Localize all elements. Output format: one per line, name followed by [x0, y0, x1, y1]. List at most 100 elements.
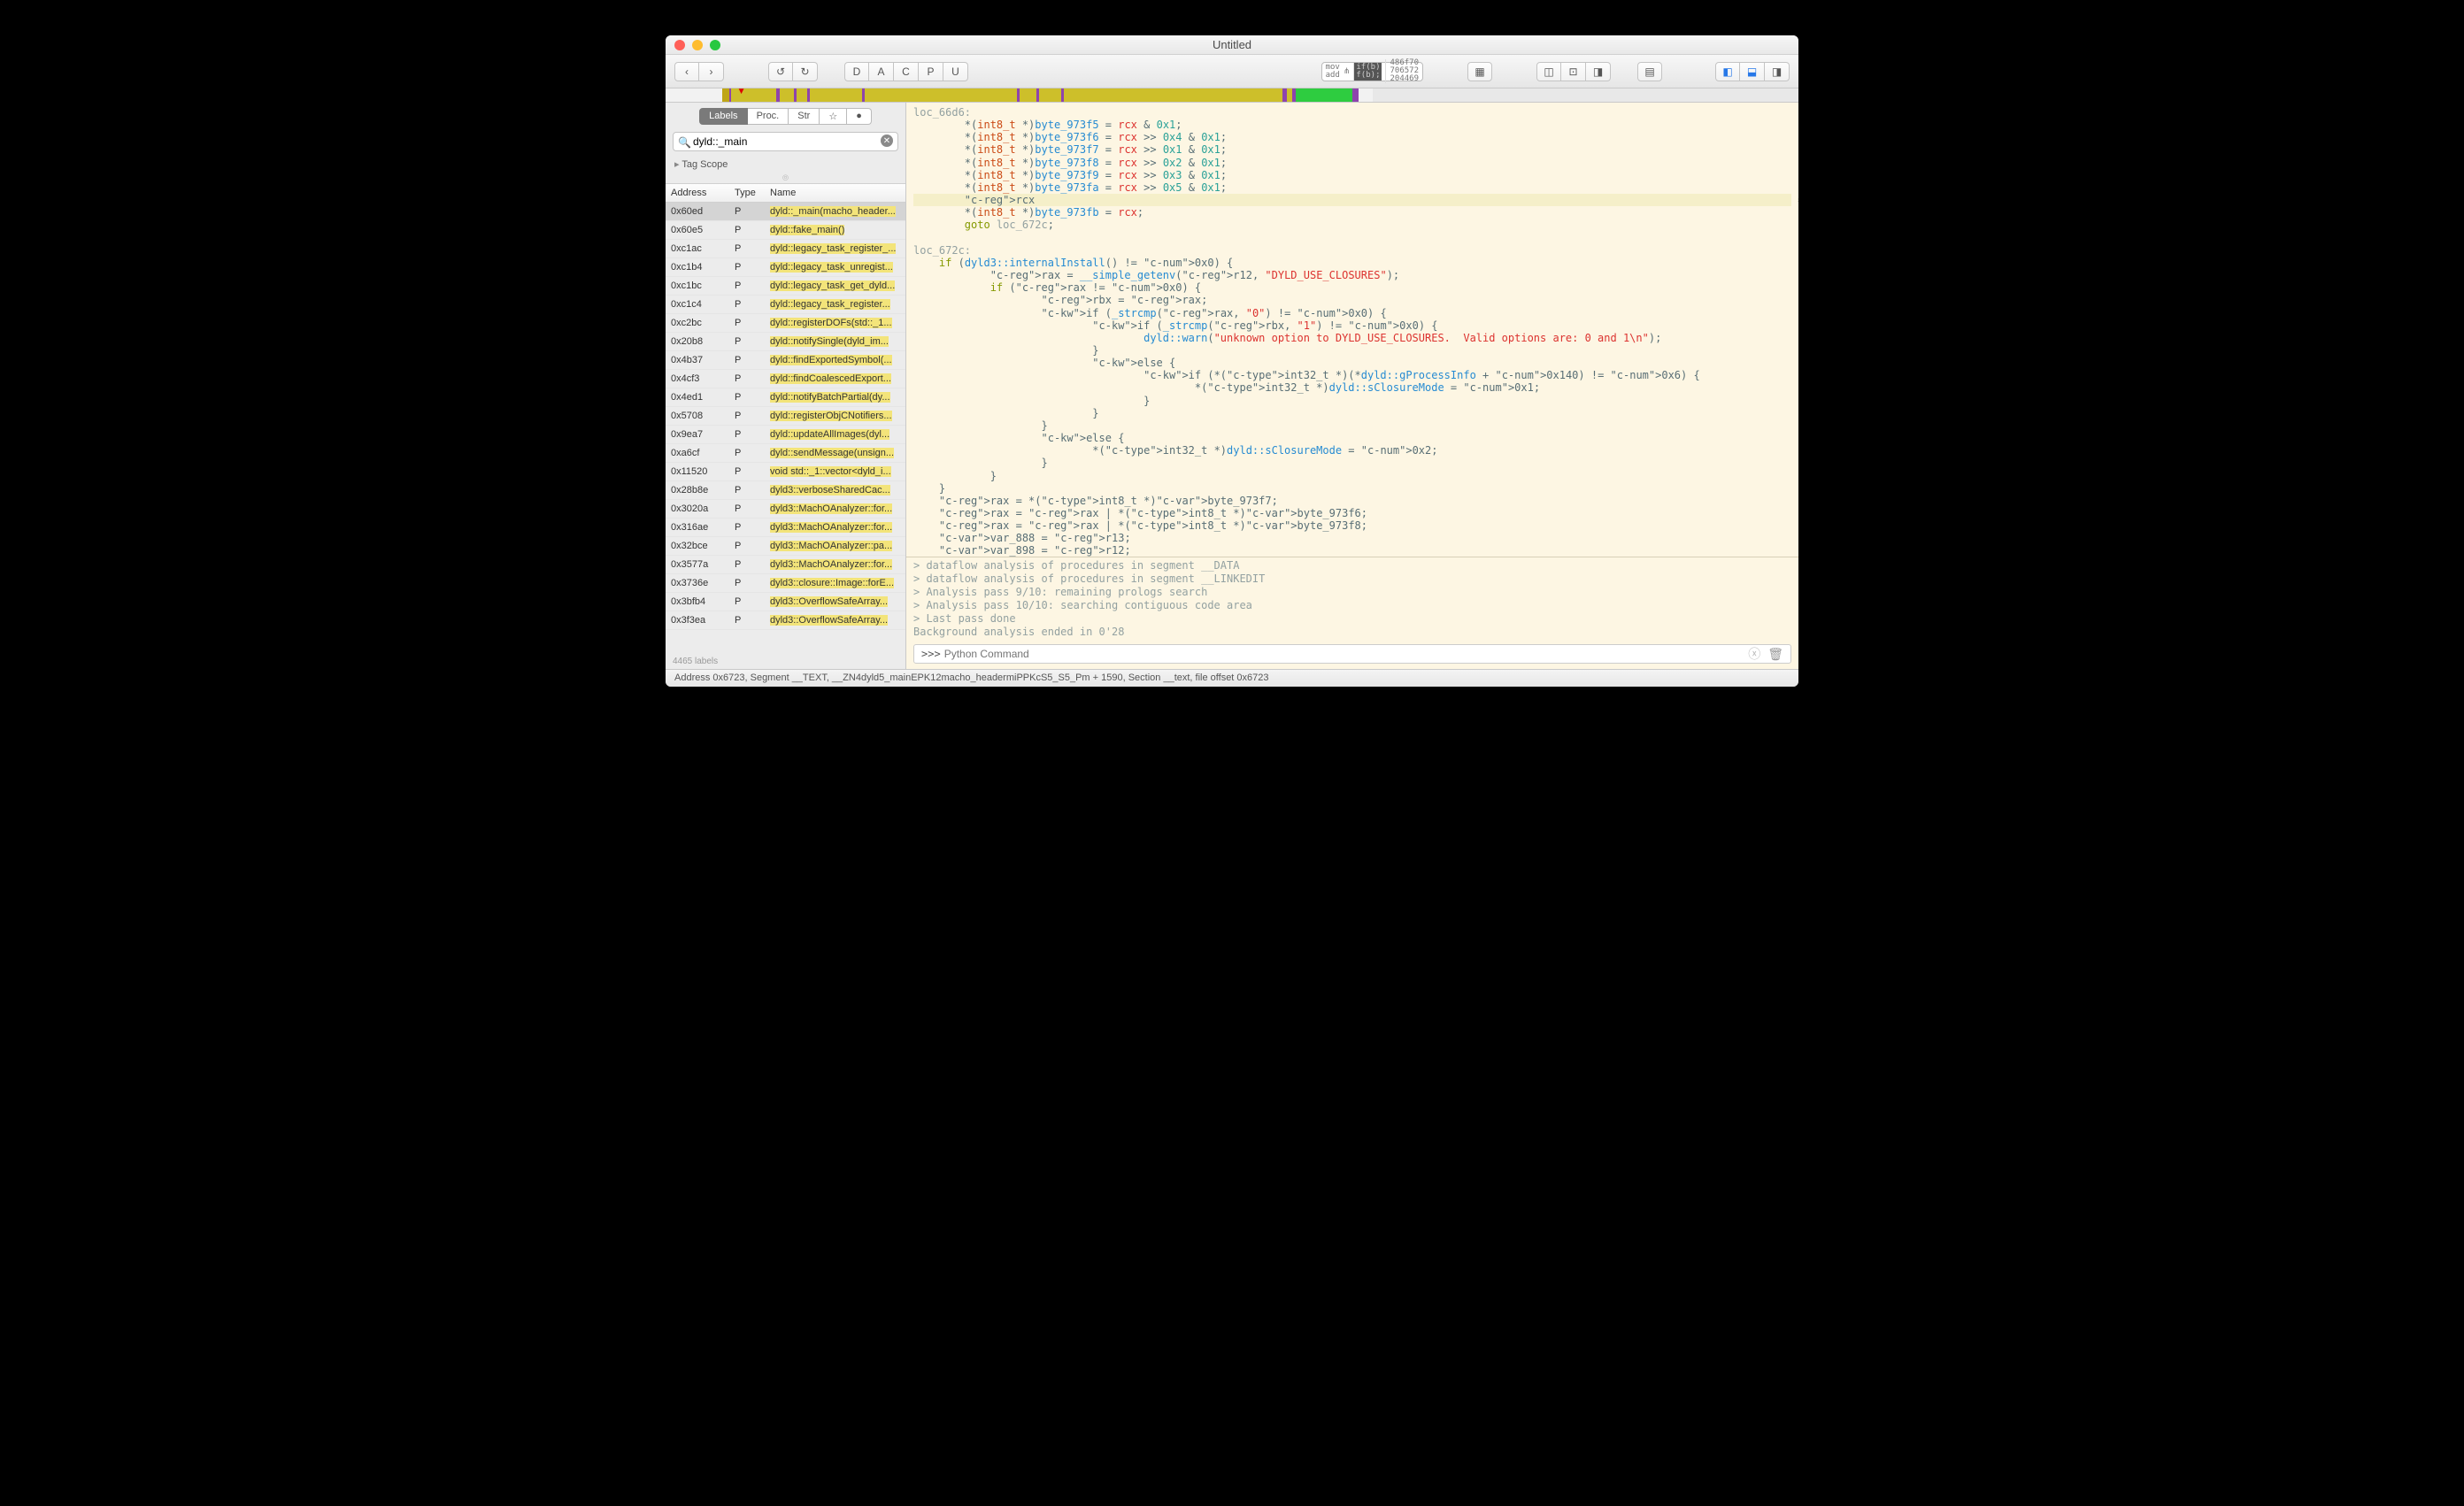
back-button[interactable]: ‹ — [674, 62, 699, 81]
tag-scope-toggle[interactable]: Tag Scope — [666, 155, 905, 173]
row-address: 0xc1b4 — [666, 258, 729, 276]
search-row: 🔍 ✕ — [666, 128, 905, 155]
table-row[interactable]: 0x28b8ePdyld3::verboseSharedCac... — [666, 481, 905, 500]
mode-group: D A C P U — [844, 62, 968, 81]
cpu-button[interactable]: ▦ — [1467, 62, 1492, 81]
chip-icon: ▦ — [1475, 65, 1484, 78]
redo-button[interactable]: ↻ — [793, 62, 818, 81]
tab-star[interactable]: ☆ — [820, 108, 847, 125]
table-row[interactable]: 0x20b8Pdyld::notifySingle(dyld_im... — [666, 333, 905, 351]
layout-3-button[interactable]: ◨ — [1586, 62, 1611, 81]
table-row[interactable]: 0xc1b4Pdyld::legacy_task_unregist... — [666, 258, 905, 277]
row-name: dyld::notifyBatchPartial(dy... — [765, 388, 905, 406]
row-name: dyld3::MachOAnalyzer::for... — [765, 556, 905, 573]
table-row[interactable]: 0x60e5Pdyld::fake_main() — [666, 221, 905, 240]
row-name: dyld3::MachOAnalyzer::pa... — [765, 537, 905, 555]
col-type[interactable]: Type — [729, 184, 765, 202]
undo-button[interactable]: ↺ — [768, 62, 793, 81]
row-address: 0x3736e — [666, 574, 729, 592]
forward-button[interactable]: › — [699, 62, 724, 81]
row-name: dyld::updateAllImages(dyl... — [765, 426, 905, 443]
layout-1-button[interactable]: ◫ — [1536, 62, 1561, 81]
table-row[interactable]: 0x3f3eaPdyld3::OverflowSafeArray... — [666, 611, 905, 630]
row-type: P — [729, 221, 765, 239]
row-type: P — [729, 611, 765, 629]
asm-op: mov add — [1326, 64, 1340, 80]
mode-a-button[interactable]: A — [869, 62, 894, 81]
table-row[interactable]: 0x60edPdyld::_main(macho_header... — [666, 203, 905, 221]
pseudocode-view[interactable]: loc_66d6: *(int8_t *)byte_973f5 = rcx & … — [906, 103, 1798, 557]
table-row[interactable]: 0x4cf3Pdyld::findCoalescedExport... — [666, 370, 905, 388]
panel-button[interactable]: ▤ — [1637, 62, 1662, 81]
table-row[interactable]: 0xc1c4Pdyld::legacy_task_register... — [666, 296, 905, 314]
row-address: 0x3020a — [666, 500, 729, 518]
table-row[interactable]: 0xa6cfPdyld::sendMessage(unsign... — [666, 444, 905, 463]
table-row[interactable]: 0x4ed1Pdyld::notifyBatchPartial(dy... — [666, 388, 905, 407]
undo-group: ↺ ↻ — [768, 62, 818, 81]
row-type: P — [729, 203, 765, 220]
row-name: dyld3::MachOAnalyzer::for... — [765, 500, 905, 518]
row-address: 0x316ae — [666, 519, 729, 536]
row-address: 0x9ea7 — [666, 426, 729, 443]
col-address[interactable]: Address — [666, 184, 729, 202]
asm-display: mov add ⋔ if(b) f(b); 486f70 706572 2044… — [1321, 62, 1423, 81]
trash-icon[interactable]: 🗑 — [1764, 647, 1787, 662]
search-input[interactable] — [673, 132, 898, 151]
clear-search-icon[interactable]: ✕ — [881, 134, 893, 147]
row-name: dyld3::OverflowSafeArray... — [765, 593, 905, 611]
sidebar-tabs: Labels Proc. Str ☆ ● — [666, 103, 905, 128]
minimap-cursor-icon: ▼ — [737, 87, 746, 96]
row-address: 0x11520 — [666, 463, 729, 480]
row-name: dyld::notifySingle(dyld_im... — [765, 333, 905, 350]
right-panel-button[interactable]: ◨ — [1765, 62, 1790, 81]
row-address: 0x3577a — [666, 556, 729, 573]
tab-tag[interactable]: ● — [847, 108, 872, 125]
mode-d-button[interactable]: D — [844, 62, 869, 81]
tab-labels[interactable]: Labels — [699, 108, 747, 125]
layout-2-button[interactable]: ⊡ — [1561, 62, 1586, 81]
table-row[interactable]: 0x3020aPdyld3::MachOAnalyzer::for... — [666, 500, 905, 519]
table-row[interactable]: 0xc1bcPdyld::legacy_task_get_dyld... — [666, 277, 905, 296]
row-name: dyld3::verboseSharedCac... — [765, 481, 905, 499]
mode-p-button[interactable]: P — [919, 62, 943, 81]
navigation-minimap[interactable]: ▼ — [666, 88, 1798, 103]
row-address: 0x3f3ea — [666, 611, 729, 629]
row-type: P — [729, 444, 765, 462]
python-input[interactable] — [944, 645, 1745, 663]
mode-u-button[interactable]: U — [943, 62, 968, 81]
row-type: P — [729, 314, 765, 332]
bottom-panel-button[interactable]: ⬓ — [1740, 62, 1765, 81]
row-type: P — [729, 407, 765, 425]
row-name: dyld::sendMessage(unsign... — [765, 444, 905, 462]
main-body: Labels Proc. Str ☆ ● 🔍 ✕ Tag Scope ⦾ Add… — [666, 103, 1798, 669]
row-name: dyld3::MachOAnalyzer::for... — [765, 519, 905, 536]
col-name[interactable]: Name — [765, 184, 905, 202]
row-type: P — [729, 258, 765, 276]
table-row[interactable]: 0x3bfb4Pdyld3::OverflowSafeArray... — [666, 593, 905, 611]
left-panel-button[interactable]: ◧ — [1715, 62, 1740, 81]
table-row[interactable]: 0x3736ePdyld3::closure::Image::forE... — [666, 574, 905, 593]
clear-prompt-icon[interactable]: ⓧ — [1744, 645, 1764, 663]
table-row[interactable]: 0x316aePdyld3::MachOAnalyzer::for... — [666, 519, 905, 537]
table-row[interactable]: 0x32bcePdyld3::MachOAnalyzer::pa... — [666, 537, 905, 556]
row-name: dyld::findExportedSymbol(... — [765, 351, 905, 369]
table-row[interactable]: 0xc1acPdyld::legacy_task_register_... — [666, 240, 905, 258]
row-address: 0x32bce — [666, 537, 729, 555]
search-icon: 🔍 — [678, 136, 691, 149]
row-name: dyld::fake_main() — [765, 221, 905, 239]
asm-addr: 486f70 706572 204469 — [1385, 59, 1419, 83]
table-row[interactable]: 0xc2bcPdyld::registerDOFs(std::_1... — [666, 314, 905, 333]
table-row[interactable]: 0x11520Pvoid std::_1::vector<dyld_i... — [666, 463, 905, 481]
row-name: dyld3::closure::Image::forE... — [765, 574, 905, 592]
table-row[interactable]: 0x4b37Pdyld::findExportedSymbol(... — [666, 351, 905, 370]
table-row[interactable]: 0x5708Pdyld::registerObjCNotifiers... — [666, 407, 905, 426]
table-row[interactable]: 0x9ea7Pdyld::updateAllImages(dyl... — [666, 426, 905, 444]
row-name: dyld::registerObjCNotifiers... — [765, 407, 905, 425]
mode-c-button[interactable]: C — [894, 62, 919, 81]
row-address: 0xc1bc — [666, 277, 729, 295]
table-row[interactable]: 0x3577aPdyld3::MachOAnalyzer::for... — [666, 556, 905, 574]
tab-str[interactable]: Str — [789, 108, 820, 125]
app-window: Untitled ‹ › ↺ ↻ D A C P U mov add ⋔ if(… — [666, 35, 1798, 687]
toolbar: ‹ › ↺ ↻ D A C P U mov add ⋔ if(b) f(b); … — [666, 55, 1798, 88]
tab-proc[interactable]: Proc. — [748, 108, 789, 125]
